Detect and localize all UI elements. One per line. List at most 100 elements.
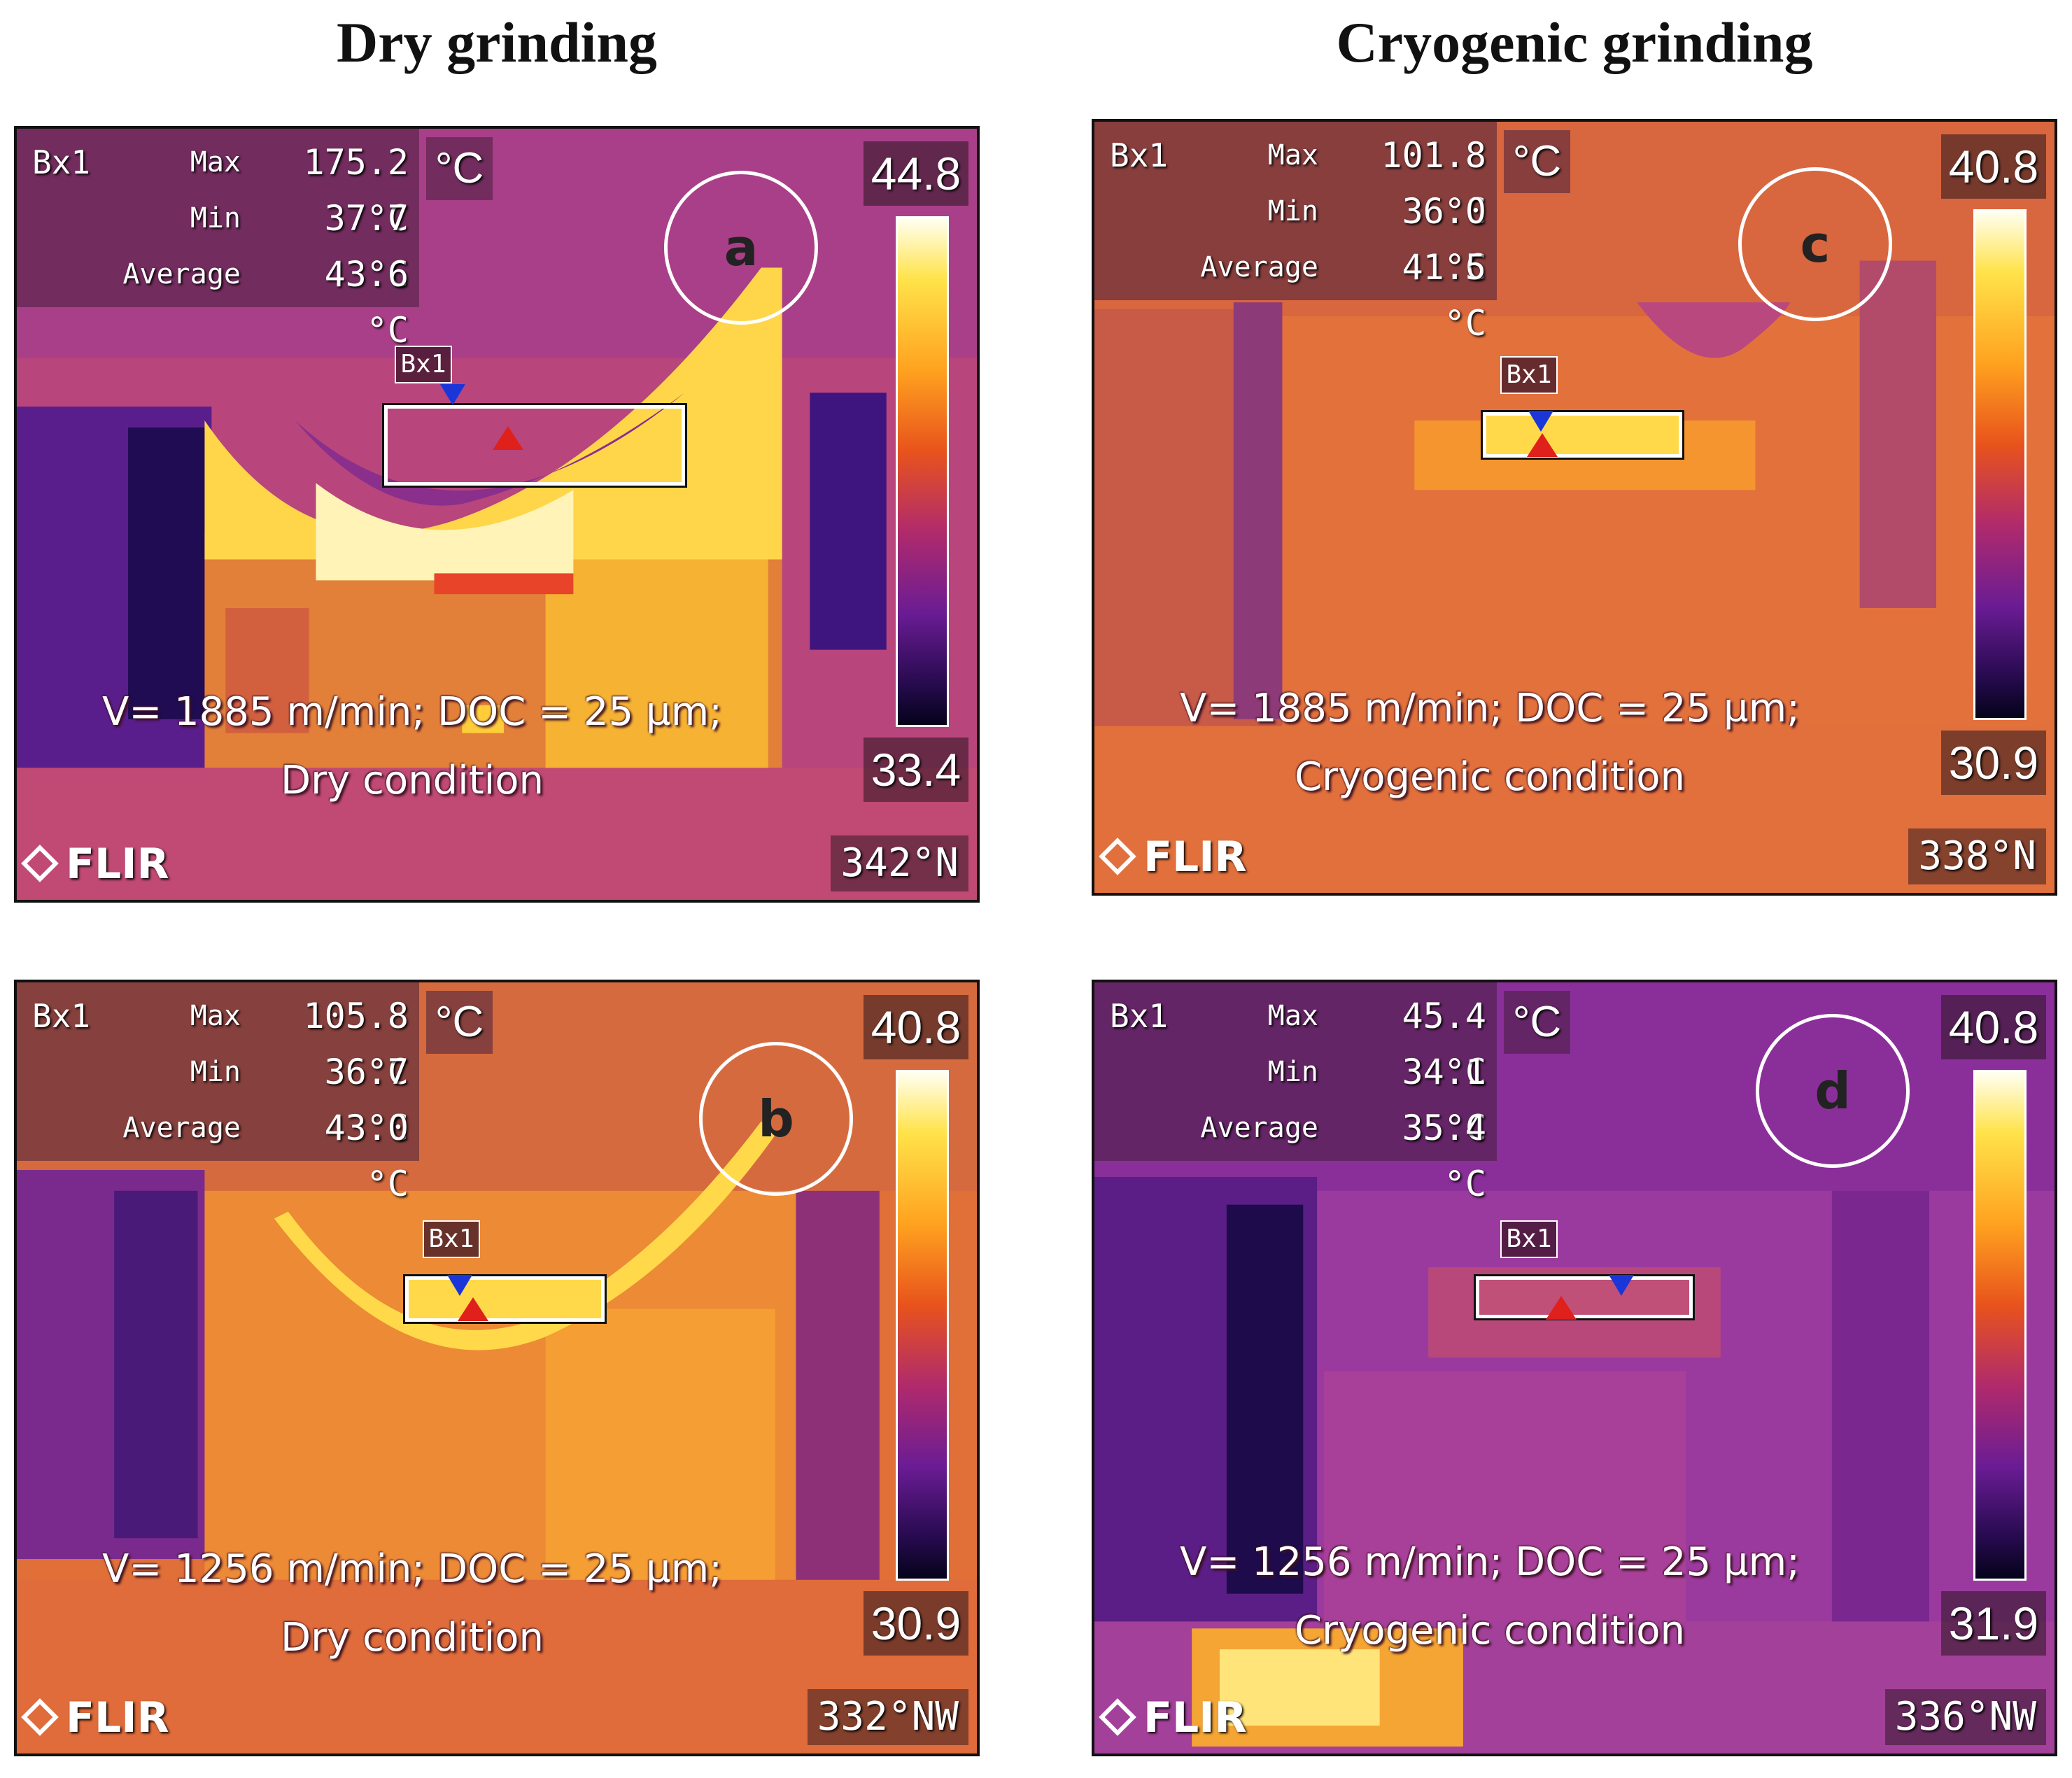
scale-max-value: 40.8 [1941, 995, 2046, 1059]
compass-heading: 342°N [831, 835, 968, 891]
panel-id-letter: b [758, 1089, 794, 1148]
flir-logo: FLIR [21, 840, 169, 889]
measurement-tool-tag: Bx1 [1110, 997, 1169, 1035]
color-scale-bar [896, 216, 949, 727]
min-temperature: 34.1 °C [1402, 1052, 1486, 1148]
grinding-parameters: V= 1885 m/min; DOC = 25 µm; [1180, 686, 1800, 731]
flir-logo-text: FLIR [1143, 833, 1247, 882]
flir-logo: FLIR [1099, 1693, 1247, 1742]
scale-min-value: 30.9 [864, 1591, 968, 1656]
unit-label: °C [426, 137, 493, 200]
roi-label: Bx1 [1500, 356, 1558, 394]
min-temperature: 37.7 °C [324, 198, 409, 295]
measurement-tool-tag: Bx1 [32, 997, 91, 1035]
region-of-interest-box [382, 403, 687, 488]
region-of-interest-box [1474, 1274, 1695, 1320]
panel-id-letter: d [1814, 1061, 1851, 1120]
scale-min-value: 30.9 [1941, 731, 2046, 795]
grinding-condition: Cryogenic condition [1294, 1608, 1686, 1653]
max-label: Max [1267, 139, 1318, 171]
measurement-tool-tag: Bx1 [32, 143, 91, 181]
min-label: Min [190, 1056, 241, 1088]
unit-label: °C [1504, 130, 1570, 193]
min-temperature: 36.7 °C [324, 1052, 409, 1148]
max-marker [493, 426, 523, 450]
min-label: Min [1267, 195, 1318, 227]
compass-heading: 338°N [1908, 828, 2046, 884]
max-temperature: 45.4 °C [1402, 996, 1486, 1092]
average-label: Average [1200, 1112, 1318, 1144]
average-temperature: 43.0 °C [324, 1108, 409, 1204]
flir-logo: FLIR [21, 1693, 169, 1742]
grinding-parameters: V= 1885 m/min; DOC = 25 µm; [102, 689, 722, 735]
measurement-box [17, 129, 419, 307]
scale-max-value: 40.8 [1941, 134, 2046, 199]
min-label: Min [1267, 1056, 1318, 1088]
scale-max-value: 40.8 [864, 995, 968, 1059]
flir-logo-icon [1099, 1698, 1136, 1737]
max-marker [1546, 1296, 1577, 1320]
average-temperature: 35.4 °C [1402, 1108, 1486, 1204]
flir-logo-text: FLIR [66, 840, 169, 889]
color-scale-bar [1973, 1070, 2027, 1581]
roi-label: Bx1 [1500, 1220, 1558, 1258]
scale-min-value: 31.9 [1941, 1591, 2046, 1656]
grinding-parameters: V= 1256 m/min; DOC = 25 µm; [1180, 1539, 1800, 1585]
measurement-box [1094, 122, 1497, 300]
max-temperature: 105.8 °C [303, 996, 409, 1092]
max-temperature: 175.2 °C [303, 142, 409, 239]
min-temperature: 36.0 °C [1402, 191, 1486, 288]
average-label: Average [122, 1112, 241, 1144]
max-label: Max [1267, 1000, 1318, 1032]
roi-label: Bx1 [395, 346, 452, 383]
min-marker [1528, 411, 1553, 432]
grinding-condition: Cryogenic condition [1294, 754, 1686, 800]
average-label: Average [1200, 251, 1318, 283]
average-temperature: 43.6 °C [324, 254, 409, 351]
max-label: Max [190, 1000, 241, 1032]
flir-logo-icon [21, 1698, 59, 1737]
measurement-box [1094, 982, 1497, 1161]
min-marker [440, 384, 465, 405]
panel-id-circle: b [699, 1042, 853, 1196]
flir-logo-text: FLIR [1143, 1693, 1247, 1742]
min-marker [447, 1275, 472, 1296]
max-marker [1527, 433, 1558, 457]
grinding-parameters: V= 1256 m/min; DOC = 25 µm; [102, 1546, 722, 1592]
color-scale-bar [1973, 209, 2027, 720]
measurement-box [17, 982, 419, 1161]
thermal-panel-c: Bx1 Max 101.8 °C Min 36.0 °C Average 41.… [1092, 119, 2057, 896]
max-label: Max [190, 146, 241, 178]
min-label: Min [190, 202, 241, 234]
max-temperature: 101.8 °C [1381, 135, 1486, 232]
dry-grinding-title: Dry grinding [337, 10, 657, 74]
measurement-tool-tag: Bx1 [1110, 136, 1169, 174]
compass-heading: 336°NW [1884, 1689, 2046, 1745]
panel-id-circle: c [1738, 167, 1892, 321]
region-of-interest-box [403, 1274, 607, 1324]
flir-logo-text: FLIR [66, 1693, 169, 1742]
scale-min-value: 33.4 [864, 738, 968, 802]
average-temperature: 41.5 °C [1402, 247, 1486, 344]
thermal-panel-d: Bx1 Max 45.4 °C Min 34.1 °C Average 35.4… [1092, 980, 2057, 1756]
cryogenic-grinding-title: Cryogenic grinding [1336, 10, 1813, 74]
color-scale-bar [896, 1070, 949, 1581]
roi-label: Bx1 [423, 1220, 480, 1258]
flir-logo-icon [21, 845, 59, 883]
flir-logo-icon [1099, 838, 1136, 876]
scale-max-value: 44.8 [864, 141, 968, 206]
panel-id-letter: a [724, 218, 759, 277]
unit-label: °C [426, 991, 493, 1054]
panel-id-circle: a [664, 171, 818, 325]
max-marker [458, 1297, 488, 1321]
region-of-interest-box [1481, 410, 1684, 460]
panel-id-circle: d [1756, 1014, 1910, 1168]
panel-id-letter: c [1800, 215, 1831, 274]
unit-label: °C [1504, 991, 1570, 1054]
flir-logo: FLIR [1099, 833, 1247, 882]
grinding-condition: Dry condition [280, 1615, 544, 1660]
thermal-panel-a: Bx1 Max 175.2 °C Min 37.7 °C Average 43.… [14, 126, 980, 903]
min-marker [1609, 1275, 1634, 1296]
compass-heading: 332°NW [807, 1689, 968, 1745]
average-label: Average [122, 258, 241, 290]
